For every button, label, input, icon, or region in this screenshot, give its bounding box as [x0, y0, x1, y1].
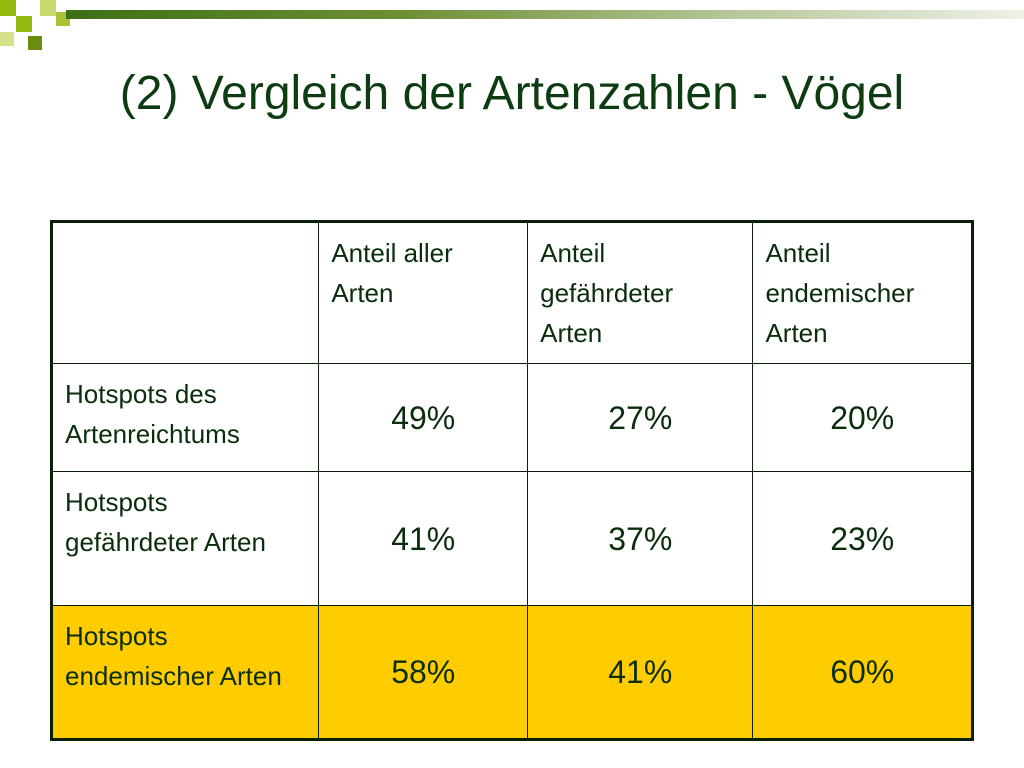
table-header-anteil-endemischer-arten: Anteil endemischer Arten [752, 221, 973, 364]
table-cell-value: 49% [318, 363, 529, 472]
table-cell-value: 41% [527, 605, 754, 740]
slide-title: (2) Vergleich der Artenzahlen - Vögel [119, 67, 905, 120]
table-row: Hotspots gefährdeter Arten 41% 37% 23% [50, 471, 973, 606]
table-row: Hotspots des Artenreichtums 49% 27% 20% [50, 363, 973, 472]
table-header-row: Anteil aller Arten Anteil gefährdeter Ar… [50, 221, 973, 364]
table-header-anteil-gefaehrdeter-arten: Anteil gefährdeter Arten [527, 221, 754, 364]
table-cell-value: 37% [527, 471, 754, 606]
table-cell-value: 27% [527, 363, 754, 472]
table-cell-value: 60% [752, 605, 973, 740]
table-header-anteil-aller-arten: Anteil aller Arten [318, 221, 529, 364]
decor-square [28, 36, 42, 50]
decor-square [16, 16, 32, 32]
table-cell-value: 23% [752, 471, 973, 606]
row-label: Hotspots gefährdeter Arten [50, 471, 320, 606]
comparison-table: Anteil aller Arten Anteil gefährdeter Ar… [50, 220, 974, 741]
table-header-empty [50, 221, 320, 364]
table-cell-value: 20% [752, 363, 973, 472]
decor-square [0, 32, 14, 46]
table-cell-value: 58% [318, 605, 529, 740]
table-row-highlighted: Hotspots endemischer Arten 58% 41% 60% [50, 605, 973, 740]
row-label: Hotspots des Artenreichtums [50, 363, 320, 472]
decor-square [40, 0, 56, 16]
header-gradient-bar [66, 10, 1024, 19]
row-label: Hotspots endemischer Arten [50, 605, 320, 740]
table-cell-value: 41% [318, 471, 529, 606]
decor-square [0, 0, 16, 16]
